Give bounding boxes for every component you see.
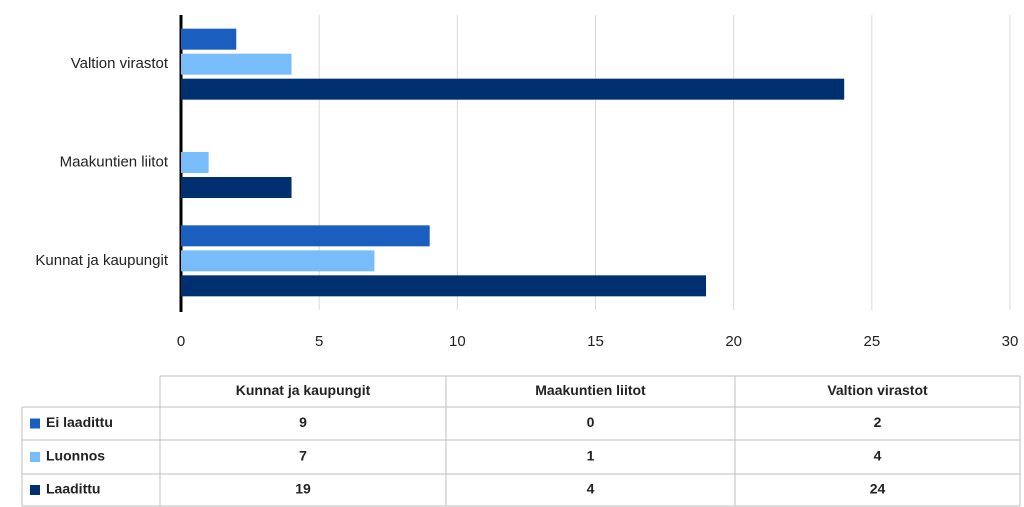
legend-label: Laadittu xyxy=(46,481,100,497)
x-tick-label: 0 xyxy=(177,333,185,350)
y-tick-label: Valtion virastot xyxy=(71,55,169,72)
table-value: 0 xyxy=(587,414,595,430)
table-value: 1 xyxy=(587,448,595,464)
x-tick-label: 30 xyxy=(1002,333,1019,350)
table-value: 24 xyxy=(870,481,886,497)
bar xyxy=(181,152,209,173)
table-value: 7 xyxy=(299,448,307,464)
legend-swatch xyxy=(30,418,40,429)
table-value: 2 xyxy=(874,414,882,430)
x-tick-label: 20 xyxy=(725,333,742,350)
bar xyxy=(181,28,237,50)
x-tick-label: 15 xyxy=(587,333,604,350)
x-tick-label: 5 xyxy=(315,333,323,350)
table-header: Maakuntien liitot xyxy=(535,382,646,398)
bar xyxy=(181,78,845,100)
legend-swatch xyxy=(30,485,40,495)
table-value: 9 xyxy=(299,414,307,430)
table-header: Valtion virastot xyxy=(827,382,928,398)
bar xyxy=(181,177,292,198)
legend-label: Ei laadittu xyxy=(46,414,113,430)
bar xyxy=(181,275,707,297)
bar xyxy=(181,225,430,247)
x-tick-label: 25 xyxy=(863,333,880,350)
y-tick-label: Kunnat ja kaupungit xyxy=(35,252,168,269)
table-value: 4 xyxy=(874,448,882,464)
x-tick-label: 10 xyxy=(449,333,466,350)
table-value: 4 xyxy=(587,481,595,497)
table-header: Kunnat ja kaupungit xyxy=(236,382,371,398)
bar xyxy=(181,250,375,272)
legend-swatch xyxy=(30,452,40,462)
legend-label: Luonnos xyxy=(46,448,105,464)
y-tick-label: Maakuntien liitot xyxy=(60,153,169,170)
bar xyxy=(181,53,292,75)
table-value: 19 xyxy=(295,481,311,497)
